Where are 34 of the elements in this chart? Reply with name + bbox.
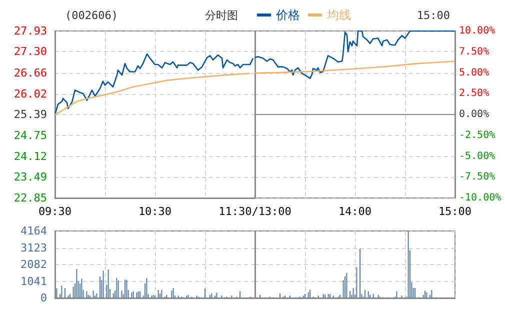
x-tick-label: 11:30/13:00	[218, 205, 292, 218]
chart-title: (002606)	[65, 9, 118, 22]
line-series	[54, 72, 251, 116]
text: -7.50%	[459, 172, 496, 183]
y-tick-label: 27.30	[14, 45, 47, 58]
text: 2.50%	[459, 88, 490, 100]
x-tick-label: 15:00	[438, 205, 472, 218]
y-tick-label: 24.75	[14, 129, 47, 142]
text: -5.00%	[459, 150, 496, 162]
text: 10.00%	[459, 26, 496, 36]
legend-label: 均线	[326, 8, 351, 22]
y-tick-label: 2082	[20, 258, 47, 271]
text: 0.00%	[459, 109, 490, 120]
y-tick-label: 25.39	[14, 108, 47, 121]
y-tick-label: 26.02	[14, 87, 47, 100]
chart-subtitle: 分时图	[205, 9, 238, 22]
x-tick-label: 10:30	[138, 205, 172, 218]
x-tick-label: 14:00	[338, 205, 372, 218]
y-tick-label: 3123	[20, 241, 47, 254]
y-tick-label: 27.93	[14, 24, 47, 38]
legend-label: 价格	[275, 8, 300, 22]
y-tick-label: 26.66	[14, 66, 47, 80]
text: -2.50%	[459, 130, 496, 141]
y-tick-label: 22.85	[14, 192, 47, 204]
y-tick-label: 23.49	[14, 170, 47, 184]
y-tick-label: 4164	[20, 224, 48, 238]
text: 15:00	[416, 9, 450, 22]
text: 5.00%	[459, 67, 490, 78]
y-tick-label: 1041	[20, 274, 47, 288]
x-tick-label: 09:30	[38, 205, 72, 218]
text: -10.00%	[459, 192, 502, 204]
y-tick-label: 0	[40, 292, 47, 304]
y-tick-label: 24.12	[14, 150, 47, 163]
text: 7.50%	[459, 46, 490, 58]
